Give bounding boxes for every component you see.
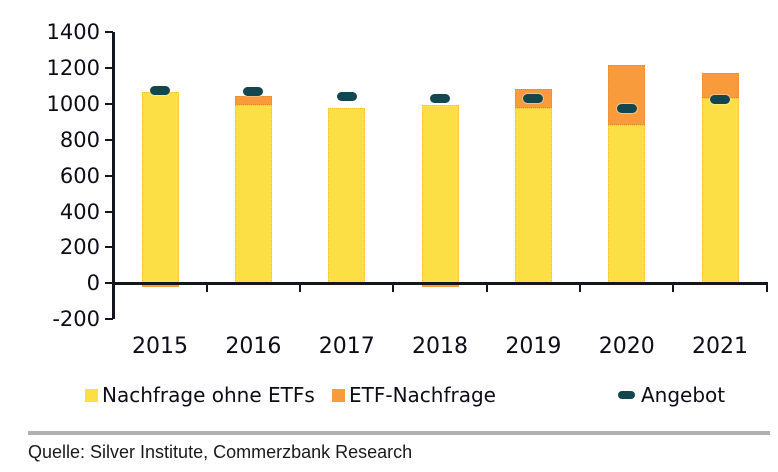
y-tick-mark xyxy=(105,67,114,70)
bar-segment-etf-nachfrage-negative xyxy=(141,283,179,287)
legend-swatch-orange-square xyxy=(332,388,345,402)
legend-item-etf-nachfrage: ETF-Nachfrage xyxy=(332,382,496,408)
x-category-label: 2015 xyxy=(132,334,189,359)
y-tick-mark xyxy=(105,174,114,177)
angebot-marker xyxy=(150,86,171,96)
y-tick-label: 0 xyxy=(86,271,100,296)
x-category-label: 2021 xyxy=(692,334,749,359)
legend-swatch-yellow-square xyxy=(85,388,98,402)
legend-label-etf-nachfrage: ETF-Nachfrage xyxy=(349,383,496,407)
bar-segment-nachfrage-ohne-etfs xyxy=(234,104,272,284)
chart-legend: Nachfrage ohne ETFs ETF-Nachfrage Angebo… xyxy=(0,382,778,408)
y-tick-label: 200 xyxy=(59,235,100,260)
bar-segment-nachfrage-ohne-etfs xyxy=(608,124,646,284)
x-category-label: 2016 xyxy=(225,334,282,359)
bar-segment-nachfrage-ohne-etfs xyxy=(141,92,179,284)
bar-segment-nachfrage-ohne-etfs xyxy=(701,97,739,284)
x-tick-mark xyxy=(112,284,115,292)
angebot-marker xyxy=(616,103,637,113)
angebot-marker xyxy=(336,92,357,102)
bar-segment-nachfrage-ohne-etfs xyxy=(421,104,459,284)
x-category-label: 2017 xyxy=(318,334,375,359)
y-tick-mark xyxy=(105,31,114,34)
y-tick-mark xyxy=(105,210,114,213)
y-tick-mark xyxy=(105,102,114,105)
y-axis-line xyxy=(112,32,116,320)
x-category-label: 2020 xyxy=(598,334,655,359)
y-tick-label: 400 xyxy=(59,199,100,224)
y-tick-mark xyxy=(105,138,114,141)
x-category-label: 2018 xyxy=(412,334,469,359)
y-tick-label: 600 xyxy=(59,163,100,188)
x-tick-mark xyxy=(392,284,395,292)
legend-label-nachfrage-ohne-etfs: Nachfrage ohne ETFs xyxy=(102,383,315,407)
angebot-marker xyxy=(710,94,731,104)
x-tick-mark xyxy=(579,284,582,292)
legend-item-nachfrage-ohne-etfs: Nachfrage ohne ETFs xyxy=(85,382,315,408)
x-tick-mark xyxy=(485,284,488,292)
bar-segment-etf-nachfrage-negative xyxy=(421,283,459,287)
legend-swatch-teal-dash-icon xyxy=(618,391,635,399)
y-tick-mark xyxy=(105,318,114,321)
source-text: Quelle: Silver Institute, Commerzbank Re… xyxy=(28,442,413,462)
x-tick-mark xyxy=(672,284,675,292)
x-category-label: 2019 xyxy=(505,334,562,359)
bar-segment-etf-nachfrage xyxy=(608,65,646,125)
legend-item-angebot: Angebot xyxy=(618,382,725,408)
bar-segment-etf-nachfrage xyxy=(701,73,739,98)
x-tick-mark xyxy=(299,284,302,292)
x-tick-mark xyxy=(205,284,208,292)
bar-chart-plot: 1400 1200 1000 800 600 400 200 0 -200 2015 2016 201… xyxy=(46,20,769,359)
y-tick-mark xyxy=(105,246,114,249)
y-tick-label: 1000 xyxy=(46,91,100,116)
y-tick-label: 1200 xyxy=(46,56,100,81)
bar-segment-nachfrage-ohne-etfs xyxy=(514,108,552,284)
x-axis-line xyxy=(112,281,769,285)
bar-segment-nachfrage-ohne-etfs xyxy=(328,108,366,284)
y-tick-mark xyxy=(105,282,114,285)
legend-label-angebot: Angebot xyxy=(641,383,726,407)
y-tick-label: -200 xyxy=(52,307,100,332)
bar-segment-etf-nachfrage xyxy=(234,95,272,105)
y-tick-label: 1400 xyxy=(46,20,100,45)
x-tick-mark xyxy=(765,284,768,292)
divider-line xyxy=(28,431,770,435)
angebot-marker xyxy=(430,94,451,104)
angebot-marker xyxy=(243,86,264,96)
y-tick-label: 800 xyxy=(59,127,100,152)
angebot-marker xyxy=(523,94,544,104)
